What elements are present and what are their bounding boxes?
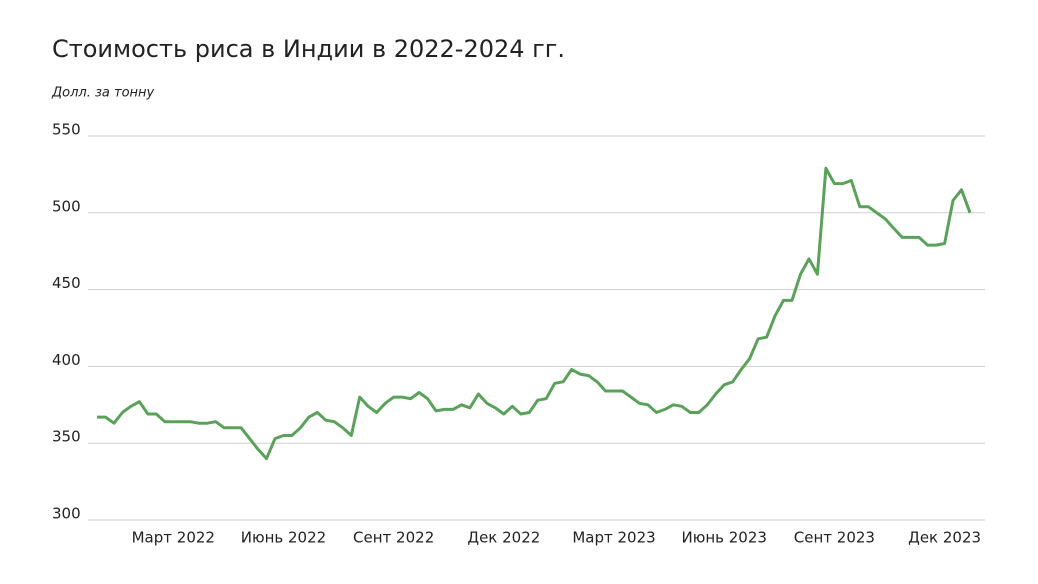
- chart-title: Стоимость риса в Индии в 2022-2024 гг.: [52, 35, 565, 63]
- x-tick-label: Сент 2022: [353, 529, 434, 547]
- y-tick-label: 450: [52, 274, 81, 292]
- y-tick-label: 350: [52, 428, 81, 446]
- y-tick-label: 400: [52, 351, 81, 369]
- price-line: [97, 166, 972, 461]
- y-tick-label: 550: [52, 121, 81, 139]
- x-tick-label: Сент 2023: [794, 529, 875, 547]
- x-tick-label: Дек 2023: [908, 529, 981, 547]
- x-tick-label: Июнь 2022: [241, 529, 326, 547]
- x-tick-label: Дек 2022: [467, 529, 540, 547]
- y-tick-label: 300: [52, 505, 81, 523]
- x-tick-label: Март 2022: [132, 529, 215, 547]
- y-axis-label: Долл. за тонну: [51, 86, 155, 101]
- y-tick-label: 500: [52, 197, 81, 215]
- x-tick-label: Март 2023: [572, 529, 655, 547]
- x-tick-label: Июнь 2023: [681, 529, 766, 547]
